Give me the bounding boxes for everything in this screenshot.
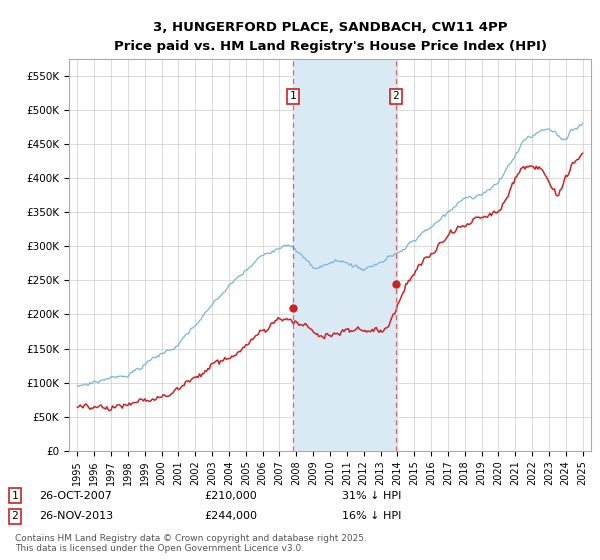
Text: 31% ↓ HPI: 31% ↓ HPI <box>342 491 401 501</box>
Title: 3, HUNGERFORD PLACE, SANDBACH, CW11 4PP
Price paid vs. HM Land Registry's House : 3, HUNGERFORD PLACE, SANDBACH, CW11 4PP … <box>113 21 547 53</box>
Text: Contains HM Land Registry data © Crown copyright and database right 2025.
This d: Contains HM Land Registry data © Crown c… <box>15 534 367 553</box>
Text: 26-OCT-2007: 26-OCT-2007 <box>39 491 112 501</box>
Text: 2: 2 <box>11 511 19 521</box>
Text: 2: 2 <box>392 91 399 101</box>
Text: 1: 1 <box>11 491 19 501</box>
Text: £210,000: £210,000 <box>204 491 257 501</box>
Bar <box>293 59 395 451</box>
Text: 16% ↓ HPI: 16% ↓ HPI <box>342 511 401 521</box>
Text: 26-NOV-2013: 26-NOV-2013 <box>39 511 113 521</box>
Text: £244,000: £244,000 <box>204 511 257 521</box>
Text: 1: 1 <box>290 91 296 101</box>
